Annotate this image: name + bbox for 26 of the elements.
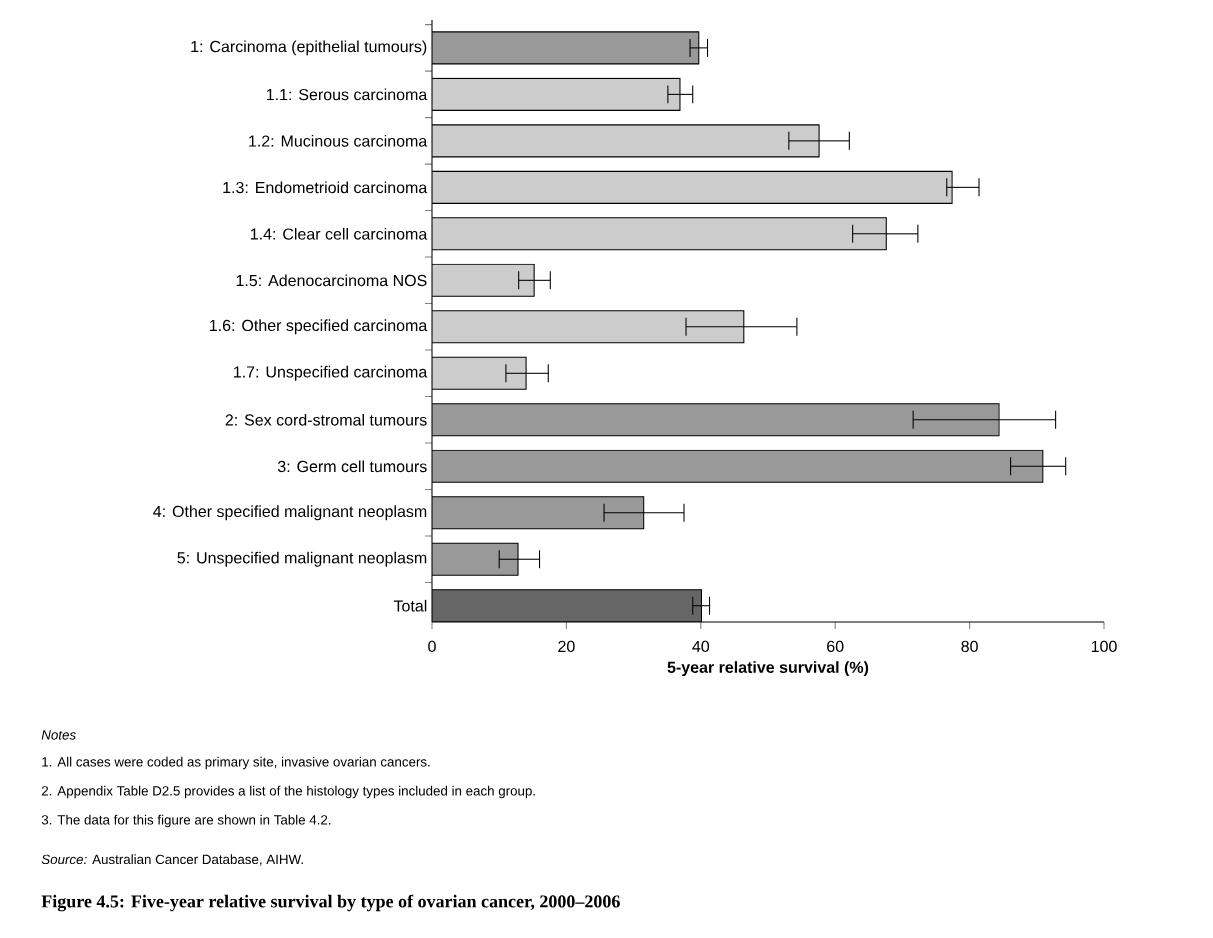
y-tick-label: Total — [393, 599, 427, 612]
y-tick-label: 1.3: Endometrioid carcinoma — [223, 181, 428, 194]
x-tick-label: 60 — [827, 640, 844, 653]
x-tick-label: 40 — [692, 640, 710, 653]
y-tick-label: 1: Carcinoma (epithelial tumours) — [191, 40, 427, 56]
y-tick-label: 4: Other specified malignant neoplasm — [153, 505, 427, 521]
text: 3. The data for this figure are shown in Table 4.2. — [41, 814, 331, 828]
x-axis-title: 5-year relative survival (%) — [667, 661, 869, 677]
y-tick-label: 1.1: Serous carcinoma — [266, 88, 428, 101]
x-tick-label: 100 — [1091, 640, 1117, 653]
y-tick-label: 1.2: Mucinous carcinoma — [249, 135, 428, 147]
x-tick-label: 80 — [961, 640, 978, 653]
y-tick-label: 1.4: Clear cell carcinoma — [250, 227, 428, 240]
text: 2. Appendix Table D2.5 provides a list of the histology types included in each group. — [41, 785, 535, 799]
text: Notes — [41, 730, 76, 740]
y-tick-label: 2: Sex cord-stromal tumours — [225, 413, 427, 426]
x-tick-label: 0 — [428, 640, 436, 653]
text: Source: Australian Cancer Database, AIHW. — [41, 854, 303, 866]
y-tick-label: 1.5: Adenocarcinoma NOS — [236, 274, 427, 287]
text: 1. All cases were coded as primary site, invasive ovarian cancers. — [42, 756, 430, 770]
y-tick-label: 1.7: Unspecified carcinoma — [234, 365, 428, 381]
y-tick-label: 5: Unspecified malignant neoplasm — [177, 551, 427, 567]
y-tick-label: 3: Germ cell tumours — [277, 460, 427, 473]
y-tick-label: 1.6: Other specified carcinoma — [210, 319, 428, 335]
text: Figure 4.5: Five-year relative survival by type of ovarian cancer, 2000–2006 — [41, 894, 620, 912]
x-tick-label: 20 — [558, 640, 575, 653]
